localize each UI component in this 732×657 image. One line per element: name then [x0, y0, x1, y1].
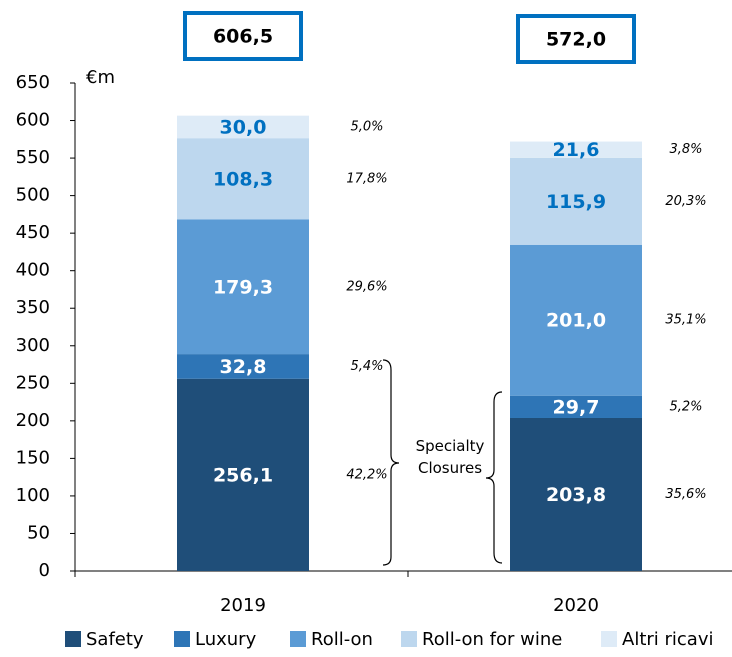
total-box	[516, 14, 636, 64]
total-label: 572,0	[546, 29, 606, 51]
y-tick-label: 50	[27, 522, 50, 543]
value-label: 108,3	[213, 168, 273, 190]
share-label: 5,4%	[350, 359, 383, 374]
total-label: 606,5	[213, 26, 273, 48]
bar-segment	[510, 395, 642, 418]
y-tick-label: 250	[16, 372, 50, 393]
share-label: 5,0%	[350, 119, 383, 134]
x-tick-label: 2020	[553, 595, 599, 616]
bracket	[382, 359, 400, 566]
y-tick-label: 550	[16, 147, 50, 168]
total-box	[183, 11, 303, 61]
y-tick-label: 400	[16, 260, 50, 281]
share-label: 5,2%	[669, 399, 702, 414]
y-tick-label: 650	[16, 72, 50, 93]
value-label: 201,0	[546, 310, 606, 332]
x-tick-label: 2019	[220, 595, 266, 616]
legend-label: Altri ricavi	[622, 629, 713, 650]
value-label: 203,8	[546, 484, 606, 506]
value-label: 29,7	[553, 396, 600, 418]
bar-segment	[177, 219, 309, 355]
value-label: 179,3	[213, 276, 273, 298]
legend-label: Luxury	[195, 629, 257, 650]
legend-swatch	[290, 631, 306, 647]
unit-label: €m	[86, 67, 115, 88]
y-tick-label: 150	[16, 447, 50, 468]
bar-segment	[510, 157, 642, 245]
y-tick-label: 350	[16, 297, 50, 318]
share-label: 17,8%	[346, 171, 387, 186]
bar-segment	[177, 378, 309, 571]
annotation: Specialty Closures	[416, 437, 485, 477]
bracket	[485, 391, 503, 564]
y-tick-label: 600	[16, 110, 50, 131]
bar-segment	[177, 138, 309, 220]
share-label: 3,8%	[669, 142, 702, 157]
legend-swatch	[174, 631, 190, 647]
bar-segment	[510, 141, 642, 158]
bar-segment	[510, 244, 642, 396]
share-label: 29,6%	[346, 279, 387, 294]
value-label: 30,0	[220, 116, 267, 138]
share-label: 42,2%	[346, 467, 387, 482]
legend-swatch	[65, 631, 81, 647]
share-label: 35,6%	[665, 487, 706, 502]
value-label: 115,9	[546, 191, 606, 213]
legend-label: Safety	[86, 629, 144, 650]
value-label: 21,6	[553, 139, 600, 161]
legend-label: Roll-on for wine	[422, 629, 562, 650]
share-label: 20,3%	[665, 194, 706, 209]
bar-segment	[177, 115, 309, 139]
legend-swatch	[601, 631, 617, 647]
legend-label: Roll-on	[311, 629, 373, 650]
legend-swatch	[401, 631, 417, 647]
y-tick-label: 300	[16, 335, 50, 356]
y-tick-label: 500	[16, 185, 50, 206]
y-tick-label: 0	[39, 560, 50, 581]
y-tick-label: 100	[16, 485, 50, 506]
share-label: 35,1%	[665, 313, 706, 328]
y-tick-label: 450	[16, 222, 50, 243]
y-tick-label: 200	[16, 410, 50, 431]
value-label: 32,8	[220, 356, 267, 378]
bar-segment	[177, 354, 309, 379]
value-label: 256,1	[213, 464, 273, 486]
bar-segment	[510, 417, 642, 571]
